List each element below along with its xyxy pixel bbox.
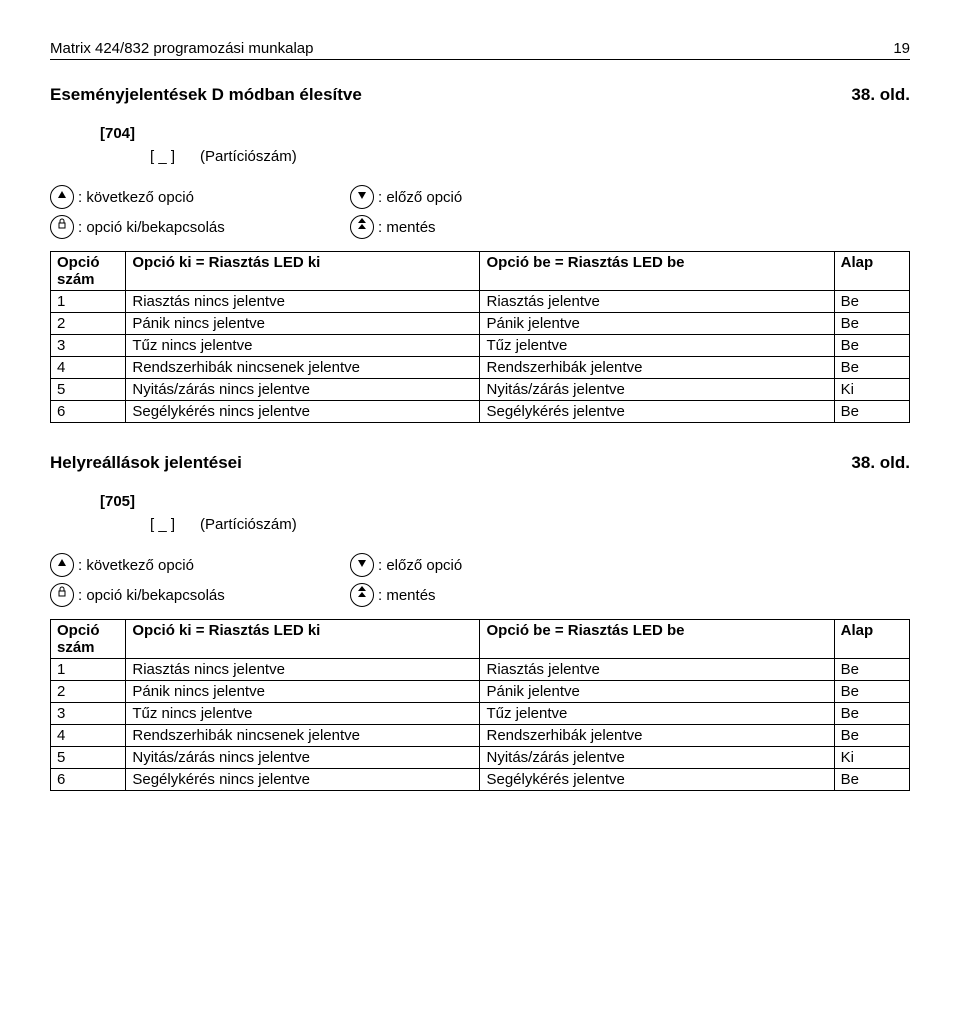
th-opcio-szam: Opciószám bbox=[51, 252, 126, 291]
table-header-row: Opciószám Opció ki = Riasztás LED ki Opc… bbox=[51, 620, 910, 659]
table-row: 4 Rendszerhibák nincsenek jelentve Rends… bbox=[51, 357, 910, 379]
th-opcio-ki: Opció ki = Riasztás LED ki bbox=[126, 252, 480, 291]
th-opcio-be: Opció be = Riasztás LED be bbox=[480, 252, 834, 291]
table-row: 5 Nyitás/zárás nincs jelentve Nyitás/zár… bbox=[51, 747, 910, 769]
section1-code: [704] bbox=[100, 125, 910, 142]
options-table-1: Opciószám Opció ki = Riasztás LED ki Opc… bbox=[50, 251, 910, 423]
table-row: 4 Rendszerhibák nincsenek jelentve Rends… bbox=[51, 725, 910, 747]
th-alap: Alap bbox=[834, 620, 909, 659]
section1-pageref: 38. old. bbox=[851, 85, 910, 105]
down-arrow-icon bbox=[350, 185, 374, 209]
up-arrow-icon bbox=[50, 553, 74, 577]
table-row: 2 Pánik nincs jelentve Pánik jelentve Be bbox=[51, 313, 910, 335]
section1-partline: [ _ ] (Partíciószám) bbox=[150, 148, 910, 165]
table-row: 3 Tűz nincs jelentve Tűz jelentve Be bbox=[51, 703, 910, 725]
th-opcio-be: Opció be = Riasztás LED be bbox=[480, 620, 834, 659]
th-opcio-ki: Opció ki = Riasztás LED ki bbox=[126, 620, 480, 659]
header-right: 19 bbox=[893, 40, 910, 57]
double-up-arrow-icon bbox=[350, 215, 374, 239]
th-opcio-szam: Opciószám bbox=[51, 620, 126, 659]
legend-toggle: : opció ki/bekapcsolás bbox=[78, 219, 225, 236]
legend-prev: : előző opció bbox=[378, 189, 462, 206]
table-row: 5 Nyitás/zárás nincs jelentve Nyitás/zár… bbox=[51, 379, 910, 401]
table-row: 1 Riasztás nincs jelentve Riasztás jelen… bbox=[51, 659, 910, 681]
header-left: Matrix 424/832 programozási munkalap bbox=[50, 40, 313, 57]
section1-partfield: [ _ ] bbox=[150, 148, 175, 165]
section2-pageref: 38. old. bbox=[851, 453, 910, 473]
up-arrow-icon bbox=[50, 185, 74, 209]
options-table-2: Opciószám Opció ki = Riasztás LED ki Opc… bbox=[50, 619, 910, 791]
table-row: 6 Segélykérés nincs jelentve Segélykérés… bbox=[51, 401, 910, 423]
section2-partline: [ _ ] (Partíciószám) bbox=[150, 516, 910, 533]
section2-title: Helyreállások jelentései bbox=[50, 453, 242, 473]
legend-block-1: : következő opció : előző opció : opció … bbox=[50, 185, 910, 239]
table-row: 6 Segélykérés nincs jelentve Segélykérés… bbox=[51, 769, 910, 791]
down-arrow-icon bbox=[350, 553, 374, 577]
legend-next: : következő opció bbox=[78, 189, 194, 206]
double-up-arrow-icon bbox=[350, 583, 374, 607]
legend-save: : mentés bbox=[378, 219, 436, 236]
section1-title: Eseményjelentések D módban élesítve bbox=[50, 85, 362, 105]
legend-toggle: : opció ki/bekapcsolás bbox=[78, 587, 225, 604]
legend-next: : következő opció bbox=[78, 557, 194, 574]
page-header: Matrix 424/832 programozási munkalap 19 bbox=[50, 40, 910, 60]
section1-title-row: Eseményjelentések D módban élesítve 38. … bbox=[50, 85, 910, 105]
legend-block-2: : következő opció : előző opció : opció … bbox=[50, 553, 910, 607]
table-row: 2 Pánik nincs jelentve Pánik jelentve Be bbox=[51, 681, 910, 703]
legend-save: : mentés bbox=[378, 587, 436, 604]
table-row: 1 Riasztás nincs jelentve Riasztás jelen… bbox=[51, 291, 910, 313]
table-row: 3 Tűz nincs jelentve Tűz jelentve Be bbox=[51, 335, 910, 357]
section1-partlabel: (Partíciószám) bbox=[200, 148, 297, 165]
section2-partfield: [ _ ] bbox=[150, 516, 175, 533]
lock-icon bbox=[50, 583, 74, 607]
section2-title-row: Helyreállások jelentései 38. old. bbox=[50, 453, 910, 473]
table-header-row: Opciószám Opció ki = Riasztás LED ki Opc… bbox=[51, 252, 910, 291]
section2-code: [705] bbox=[100, 493, 910, 510]
lock-icon bbox=[50, 215, 74, 239]
section2-partlabel: (Partíciószám) bbox=[200, 516, 297, 533]
th-alap: Alap bbox=[834, 252, 909, 291]
legend-prev: : előző opció bbox=[378, 557, 462, 574]
